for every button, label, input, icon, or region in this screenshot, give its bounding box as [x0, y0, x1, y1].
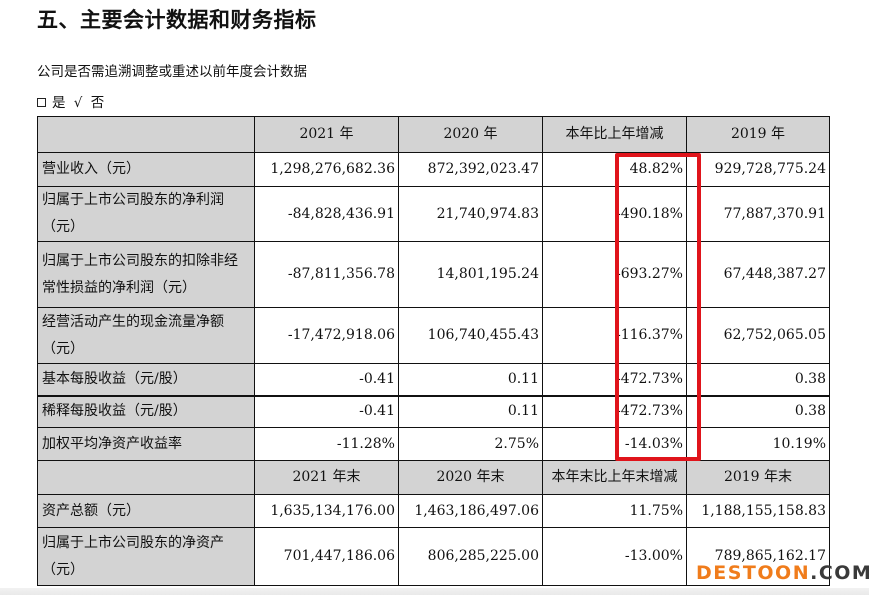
header-cell: 2020 年 — [398, 116, 543, 153]
value-cell: 0.11 — [398, 394, 543, 428]
header-cell: 2019 年 — [686, 116, 830, 153]
value-cell: -693.27% — [542, 241, 687, 308]
row-label: 基本每股收益（元/股） — [37, 363, 255, 396]
value-cell: 1,463,186,497.06 — [398, 494, 543, 528]
value-cell: 106,740,455.43 — [398, 307, 543, 364]
header-cell — [37, 116, 255, 153]
value-cell: 10.19% — [686, 427, 830, 461]
watermark-part2: .COM — [810, 562, 869, 584]
watermark-part1: DESTOON — [696, 562, 811, 584]
value-cell: -13.00% — [542, 527, 687, 586]
value-cell: 929,728,775.24 — [686, 152, 830, 187]
header-cell: 2019 年末 — [686, 460, 830, 495]
value-cell: -84,828,436.91 — [254, 186, 399, 242]
value-cell: 789,865,162.17 — [686, 527, 830, 586]
value-cell: 62,752,065.05 — [686, 307, 830, 364]
row-label-line: （元） — [42, 561, 84, 578]
row-label-line: 归属于上市公司股东的净资产 — [42, 534, 224, 551]
row-label-line: （元） — [42, 219, 84, 235]
table-row: 归属于上市公司股东的扣除非经 常性损益的净利润（元） -87,811,356.78… — [37, 241, 830, 308]
value-cell: 806,285,225.00 — [398, 527, 543, 586]
page-bottom-shade — [0, 588, 869, 595]
table-row: 基本每股收益（元/股） -0.41 0.11 -472.73% 0.38 — [37, 363, 830, 396]
table-row: 加权平均净资产收益率 -11.28% 2.75% -14.03% 10.19% — [37, 427, 830, 461]
row-label-line: 常性损益的净利润（元） — [42, 279, 196, 296]
restatement-question: 公司是否需追溯调整或重述以前年度会计数据 — [37, 64, 307, 80]
row-label: 资产总额（元） — [37, 494, 255, 528]
check-mark-icon: √ — [73, 95, 83, 111]
restatement-choice: 是 √ 否 — [37, 91, 104, 111]
table-row: 资产总额（元） 1,635,134,176.00 1,463,186,497.0… — [37, 494, 830, 528]
value-cell: 0.38 — [686, 394, 830, 428]
value-cell: 21,740,974.83 — [398, 186, 543, 242]
value-cell: -17,472,918.06 — [254, 307, 399, 364]
header-cell: 本年比上年增减 — [542, 116, 687, 153]
header-cell: 2021 年 — [254, 116, 399, 153]
value-cell: 1,188,155,158.83 — [686, 494, 830, 528]
table-row: 归属于上市公司股东的净资产 （元） 701,447,186.06 806,285,… — [37, 527, 830, 586]
row-label-line: （元） — [42, 340, 84, 357]
header-cell: 2021 年末 — [254, 460, 399, 495]
header-cell: 本年末比上年末增减 — [542, 460, 687, 495]
value-cell: -116.37% — [542, 307, 687, 364]
financial-data-table: 2021 年 2020 年 本年比上年增减 2019 年 营业收入（元） 1,2… — [37, 116, 830, 586]
row-label-line: 归属于上市公司股东的净利润 — [42, 192, 224, 208]
value-cell: 1,635,134,176.00 — [254, 494, 399, 528]
choice-yes-label: 是 — [52, 95, 66, 111]
value-cell: 11.75% — [542, 494, 687, 528]
row-label: 稀释每股收益（元/股） — [37, 394, 255, 428]
section-heading: 五、主要会计数据和财务指标 — [37, 8, 317, 32]
row-label-line: 归属于上市公司股东的扣除非经 — [42, 252, 238, 269]
table-row: 稀释每股收益（元/股） -0.41 0.11 -472.73% 0.38 — [37, 394, 830, 428]
header-cell — [37, 460, 255, 495]
value-cell: 0.11 — [398, 363, 543, 396]
table-header-row: 2021 年末 2020 年末 本年末比上年末增减 2019 年末 — [37, 460, 830, 495]
value-cell: -14.03% — [542, 427, 687, 461]
table-row: 经营活动产生的现金流量净额 （元） -17,472,918.06 106,740,… — [37, 307, 830, 364]
value-cell: -11.28% — [254, 427, 399, 461]
table-row: 归属于上市公司股东的净利润 （元） -84,828,436.91 21,740,9… — [37, 186, 830, 242]
row-label: 经营活动产生的现金流量净额 （元） — [37, 307, 255, 364]
value-cell: -472.73% — [542, 363, 687, 396]
value-cell: 2.75% — [398, 427, 543, 461]
value-cell: 48.82% — [542, 152, 687, 187]
value-cell: -472.73% — [542, 394, 687, 428]
value-cell: 14,801,195.24 — [398, 241, 543, 308]
row-label: 加权平均净资产收益率 — [37, 427, 255, 461]
value-cell: -0.41 — [254, 394, 399, 428]
value-cell: 77,887,370.91 — [686, 186, 830, 242]
row-label-line: 经营活动产生的现金流量净额 — [42, 313, 224, 330]
row-label: 归属于上市公司股东的扣除非经 常性损益的净利润（元） — [37, 241, 255, 308]
value-cell: 1,298,276,682.36 — [254, 152, 399, 187]
row-label: 归属于上市公司股东的净资产 （元） — [37, 527, 255, 586]
row-label: 营业收入（元） — [37, 152, 255, 187]
value-cell: 701,447,186.06 — [254, 527, 399, 586]
value-cell: 0.38 — [686, 363, 830, 396]
checkbox-yes-icon — [37, 98, 46, 107]
choice-no-label: 否 — [90, 95, 105, 111]
row-label: 归属于上市公司股东的净利润 （元） — [37, 186, 255, 242]
value-cell: -490.18% — [542, 186, 687, 242]
value-cell: 67,448,387.27 — [686, 241, 830, 308]
watermark-logo: DESTOON.COM — [696, 562, 869, 584]
value-cell: -87,811,356.78 — [254, 241, 399, 308]
table-row: 营业收入（元） 1,298,276,682.36 872,392,023.47 … — [37, 152, 830, 187]
table-header-row: 2021 年 2020 年 本年比上年增减 2019 年 — [37, 116, 830, 153]
value-cell: 872,392,023.47 — [398, 152, 543, 187]
value-cell: -0.41 — [254, 363, 399, 396]
header-cell: 2020 年末 — [398, 460, 543, 495]
